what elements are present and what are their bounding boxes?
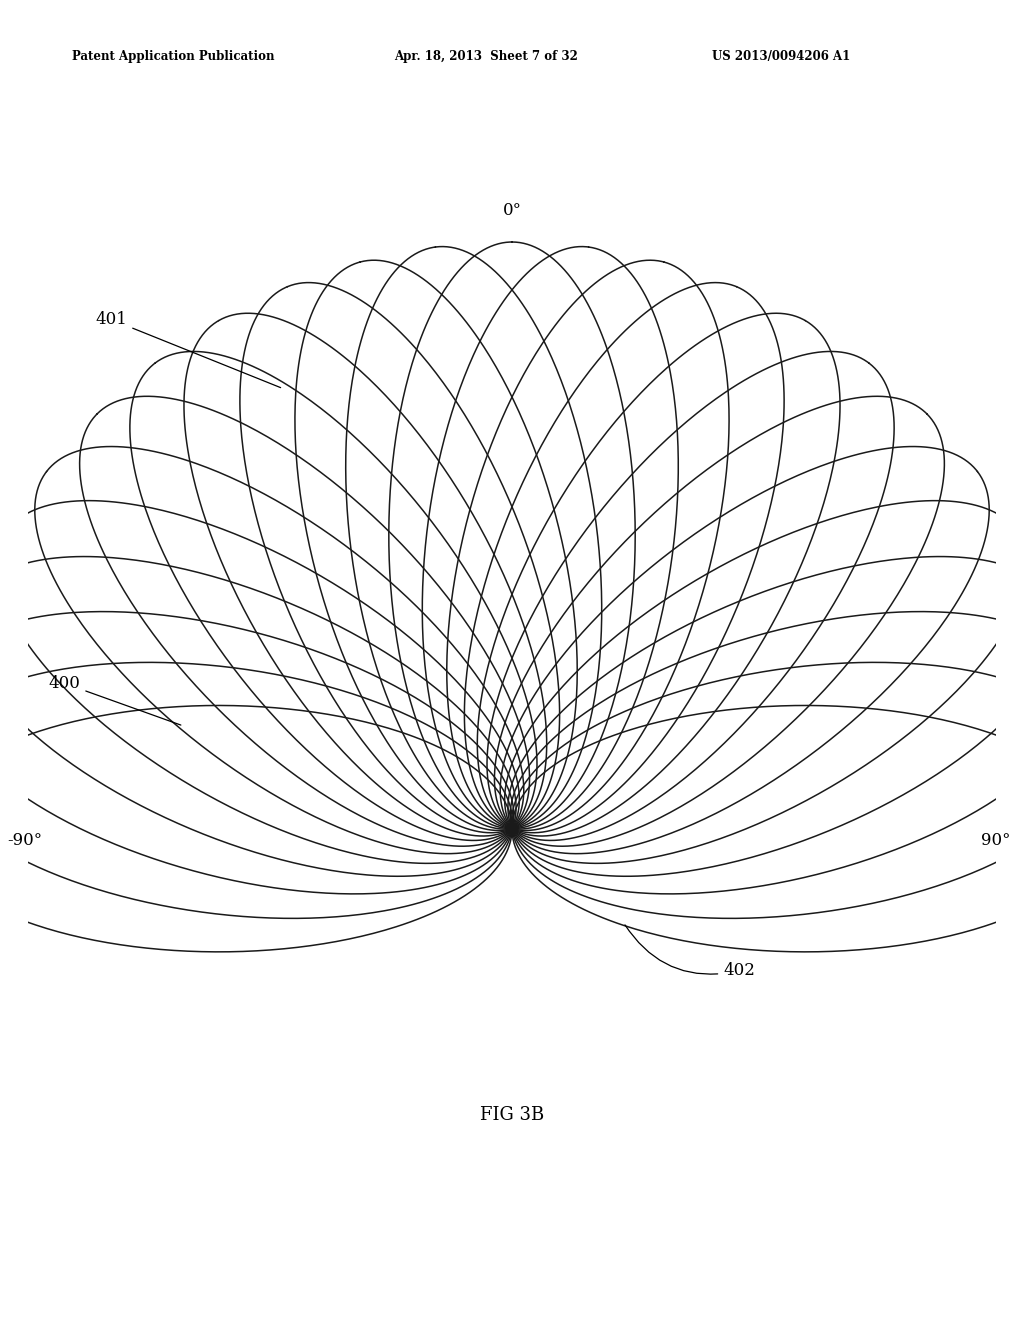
Text: US 2013/0094206 A1: US 2013/0094206 A1: [712, 50, 850, 63]
Text: 401: 401: [95, 312, 281, 388]
Text: Patent Application Publication: Patent Application Publication: [72, 50, 274, 63]
Text: Apr. 18, 2013  Sheet 7 of 32: Apr. 18, 2013 Sheet 7 of 32: [394, 50, 579, 63]
Text: 402: 402: [625, 925, 755, 979]
Text: FIG 3B: FIG 3B: [480, 1106, 544, 1125]
Text: -90°: -90°: [7, 832, 43, 849]
Text: 400: 400: [48, 675, 181, 725]
Text: 0°: 0°: [503, 202, 521, 219]
Text: 90°: 90°: [981, 832, 1011, 849]
